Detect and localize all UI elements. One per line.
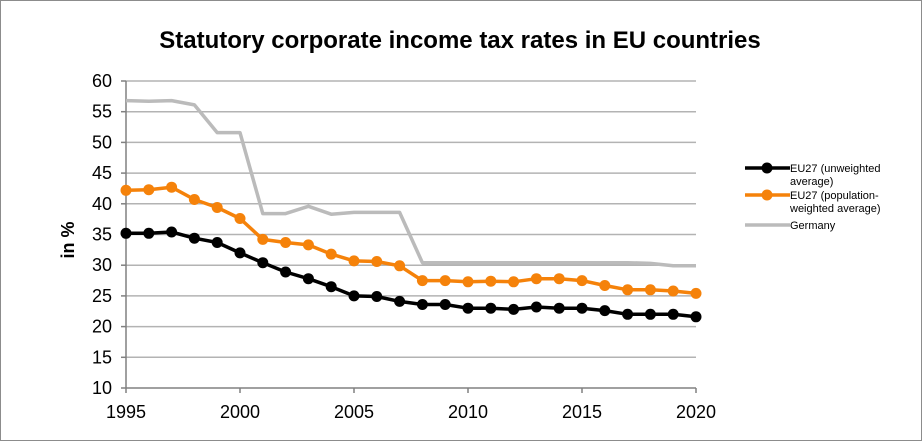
y-tick-label: 15 <box>92 347 112 367</box>
x-tick-label: 2010 <box>448 402 488 422</box>
data-point <box>416 275 428 287</box>
data-point <box>644 308 656 320</box>
y-tick-label: 60 <box>92 71 112 91</box>
data-point <box>371 256 383 267</box>
series-eu27-population-weighted-average <box>120 181 702 299</box>
legend-item: EU27 (population-weighted average) <box>745 189 881 215</box>
data-point <box>622 284 634 296</box>
legend: EU27 (unweighted average)EU27 (population… <box>745 162 881 232</box>
data-point <box>599 280 611 291</box>
x-tick-label: 1995 <box>106 402 146 422</box>
legend-label-line: weighted average) <box>789 203 881 215</box>
data-point <box>211 202 223 213</box>
data-point <box>530 273 542 285</box>
data-point <box>280 237 292 248</box>
data-point <box>416 299 428 310</box>
data-point <box>280 266 292 278</box>
legend-label-line: EU27 (unweighted <box>790 163 881 175</box>
y-tick-label: 40 <box>92 194 112 214</box>
y-tick-label: 25 <box>92 286 112 306</box>
data-point <box>644 284 656 296</box>
legend-marker <box>761 162 773 174</box>
data-point <box>439 275 451 287</box>
data-point <box>667 308 679 320</box>
data-point <box>257 233 269 245</box>
data-point <box>485 302 497 314</box>
legend-label-line: Germany <box>790 220 836 232</box>
series-group <box>120 98 702 323</box>
axes <box>121 80 697 393</box>
data-point <box>508 303 520 315</box>
legend-item: EU27 (unweighted average) <box>745 162 881 188</box>
data-point <box>234 213 246 224</box>
data-point <box>485 275 497 287</box>
data-point <box>348 290 360 302</box>
data-point <box>120 184 132 196</box>
data-point <box>302 273 314 285</box>
y-tick-labels: 10 15 20 25 30 35 40 45 50 55 60 <box>92 71 112 398</box>
series-line-germany <box>125 98 696 268</box>
x-tick-label: 2015 <box>562 402 602 422</box>
y-tick-label: 10 <box>92 378 112 398</box>
data-point <box>462 302 474 314</box>
y-tick-label: 35 <box>92 225 112 245</box>
grid <box>126 80 696 359</box>
legend-label: EU27 (unweighted average) <box>790 163 881 188</box>
data-point <box>690 287 702 299</box>
y-axis-label: in % <box>58 221 78 258</box>
data-point <box>553 302 565 314</box>
legend-item: Germany <box>745 220 836 232</box>
series-germany <box>125 98 696 268</box>
data-point <box>622 308 634 320</box>
data-point <box>188 194 200 205</box>
series-eu27-unweighted-average <box>120 226 702 323</box>
data-point <box>553 273 565 285</box>
legend-label-line: average) <box>790 176 833 188</box>
y-tick-label: 20 <box>92 317 112 337</box>
y-tick-label: 55 <box>92 102 112 122</box>
legend-marker <box>761 189 773 201</box>
data-point <box>371 291 383 302</box>
x-tick-label: 2020 <box>676 402 716 422</box>
data-point <box>462 276 474 288</box>
data-point <box>667 285 679 297</box>
data-point <box>120 227 132 239</box>
data-point <box>257 257 269 269</box>
data-point <box>530 301 542 313</box>
x-tick-labels: 1995 2000 2005 2010 2015 2020 <box>106 402 716 422</box>
data-point <box>394 260 406 272</box>
y-tick-label: 50 <box>92 132 112 152</box>
data-point <box>576 302 588 314</box>
legend-label: EU27 (population-weighted average) <box>789 190 881 215</box>
data-point <box>325 248 337 260</box>
data-point <box>690 311 702 323</box>
y-tick-label: 30 <box>92 255 112 275</box>
data-point <box>348 255 360 267</box>
data-point <box>143 227 155 239</box>
data-point <box>325 281 337 293</box>
data-point <box>439 299 451 310</box>
legend-label: Germany <box>790 220 836 232</box>
data-point <box>302 239 314 251</box>
data-point <box>211 237 223 248</box>
x-tick-label: 2000 <box>220 402 260 422</box>
chart-title: Statutory corporate income tax rates in … <box>159 27 761 54</box>
data-point <box>576 275 588 287</box>
data-point <box>143 184 155 196</box>
data-point <box>234 247 246 259</box>
data-point <box>188 232 200 244</box>
data-point <box>166 226 178 238</box>
data-point <box>394 295 406 307</box>
data-point <box>508 276 520 288</box>
legend-label-line: EU27 (population- <box>790 190 879 202</box>
data-point <box>599 305 611 317</box>
data-point <box>166 181 178 193</box>
y-tick-label: 45 <box>92 163 112 183</box>
x-tick-label: 2005 <box>334 402 374 422</box>
